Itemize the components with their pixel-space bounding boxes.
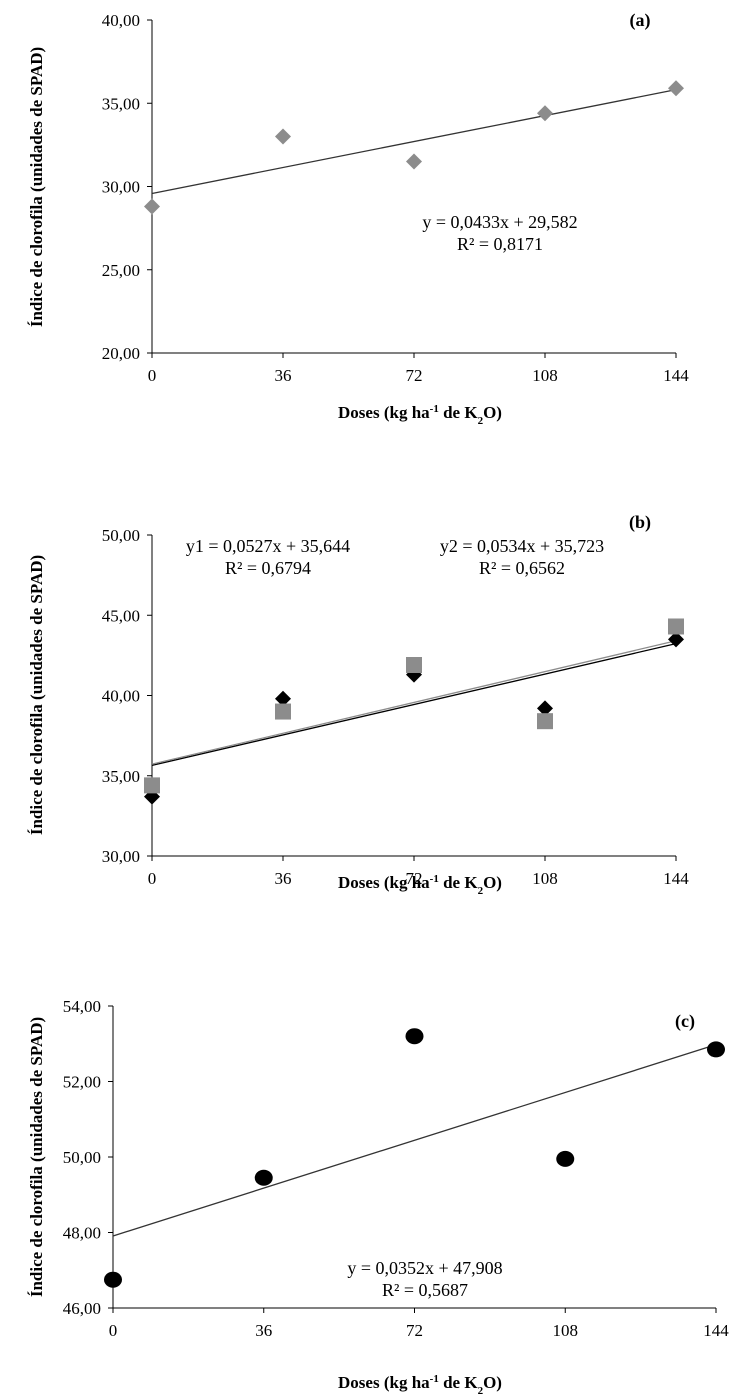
data-point-diamond [144, 198, 160, 215]
trendline-1 [151, 642, 677, 767]
chart-panel-1: 20,00 25,00 30,00 35,00 40,00 0 36 72 108 144 y = … [27, 10, 689, 427]
y-tick-label: 48,00 [63, 1224, 101, 1243]
x-axis-title: Doses (kg ha-1 de K2O) [338, 403, 502, 427]
x-tick-label: 144 [663, 869, 689, 888]
y-tick-label: 54,00 [63, 997, 101, 1016]
y-tick-label: 40,00 [102, 687, 140, 706]
y-tick-label: 40,00 [102, 11, 140, 30]
data-point-diamond [668, 80, 684, 97]
y-tick-label: 46,00 [63, 1299, 101, 1318]
y-axis-title: Índice de clorofila (unidades de SPAD) [27, 47, 46, 327]
y-axis-title: Índice de clorofila (unidades de SPAD) [27, 1017, 46, 1297]
y-axis-title: Índice de clorofila (unidades de SPAD) [27, 555, 46, 835]
x-axis-title: Doses (kg ha-1 de K2O) [338, 873, 502, 897]
x-tick-label: 36 [275, 869, 292, 888]
chart-panel-2: 30,00 35,00 40,00 45,00 50,00 0 36 72 108 144 y1 =… [27, 512, 689, 897]
trendline-equation: y2 = 0,0534x + 35,723 [440, 536, 604, 556]
y-tick-label: 25,00 [102, 261, 140, 280]
y-tick-label: 45,00 [102, 606, 140, 625]
y-tick-label: 20,00 [102, 344, 140, 363]
data-point-square [275, 703, 291, 720]
data-point-square [406, 657, 422, 674]
trendline-equation: y1 = 0,0527x + 35,644 [186, 536, 350, 556]
y-tick-label: 50,00 [63, 1148, 101, 1167]
r-squared-label: R² = 0,6794 [225, 558, 311, 578]
trendline-2 [151, 640, 677, 765]
panel-label: (c) [675, 1011, 695, 1032]
panel-label: (a) [630, 10, 651, 31]
x-tick-label: 108 [553, 1321, 579, 1340]
data-point-circle [405, 1028, 424, 1045]
x-tick-label: 0 [148, 869, 157, 888]
y-tick-label: 52,00 [63, 1073, 101, 1092]
data-point-circle [104, 1271, 122, 1288]
x-tick-label: 36 [275, 366, 292, 385]
r-squared-label: R² = 0,6562 [479, 558, 565, 578]
chart-panel-3: 46,00 48,00 50,00 52,00 54,00 0 36 72 108 144 y = … [27, 997, 729, 1397]
y-tick-label: 35,00 [102, 94, 140, 113]
data-point-diamond [537, 105, 553, 122]
data-point-circle [556, 1150, 575, 1167]
x-tick-label: 72 [406, 1321, 423, 1340]
x-axis-title: Doses (kg ha-1 de K2O) [338, 1373, 502, 1397]
x-tick-label: 144 [703, 1321, 729, 1340]
x-tick-label: 144 [663, 366, 689, 385]
x-tick-label: 72 [406, 366, 423, 385]
x-tick-label: 36 [255, 1321, 272, 1340]
data-point-diamond [275, 690, 291, 707]
r-squared-label: R² = 0,5687 [382, 1280, 468, 1300]
data-point-diamond [668, 631, 684, 648]
panel-label: (b) [629, 512, 651, 533]
trendline-equation: y = 0,0433x + 29,582 [422, 212, 577, 232]
data-point-square [144, 777, 160, 794]
trendline-equation: y = 0,0352x + 47,908 [347, 1258, 502, 1278]
data-point-square [537, 713, 553, 730]
y-tick-label: 30,00 [102, 847, 140, 866]
x-tick-label: 72 [406, 869, 423, 888]
data-point-square [668, 618, 684, 635]
r-squared-label: R² = 0,8171 [457, 234, 543, 254]
data-point-diamond [275, 128, 291, 145]
data-point-circle [707, 1041, 725, 1058]
y-tick-label: 30,00 [102, 178, 140, 197]
y-tick-label: 50,00 [102, 526, 140, 545]
x-tick-label: 0 [148, 366, 157, 385]
y-tick-label: 35,00 [102, 767, 140, 786]
trendline-1 [112, 1044, 717, 1237]
x-tick-label: 108 [532, 869, 558, 888]
data-point-circle [254, 1169, 273, 1186]
x-tick-label: 108 [532, 366, 558, 385]
x-tick-label: 0 [109, 1321, 118, 1340]
trendline-1 [151, 89, 677, 195]
data-point-diamond [406, 153, 422, 170]
data-point-diamond [537, 700, 553, 717]
